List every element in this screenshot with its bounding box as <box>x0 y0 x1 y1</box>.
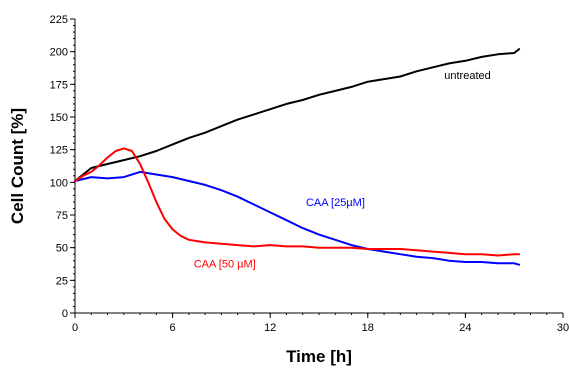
series-lines <box>74 48 521 266</box>
y-tick-label: 150 <box>50 112 68 124</box>
y-tick-label: 200 <box>50 47 68 59</box>
y-tick-label: 50 <box>56 243 68 255</box>
x-tick-label: 0 <box>72 322 78 334</box>
x-tick-label: 24 <box>459 322 471 334</box>
x-tick-label: 18 <box>362 322 374 334</box>
x-tick-label: 12 <box>264 322 276 334</box>
y-tick-label: 0 <box>62 308 68 320</box>
y-tick-label: 225 <box>50 14 68 26</box>
series-line-2 <box>74 147 521 257</box>
series-label-1: CAA [25µM] <box>306 197 365 209</box>
series-label-2: CAA [50 µM] <box>194 258 256 270</box>
series-label-0: untreated <box>444 70 490 82</box>
series-labels: untreated CAA [25µM] CAA [50 µM] <box>194 70 491 270</box>
y-tick-label: 175 <box>50 79 68 91</box>
x-axis-title: Time [h] <box>286 347 352 366</box>
y-tick-label: 100 <box>50 177 68 189</box>
x-tick-label: 6 <box>170 322 176 334</box>
series-line-0 <box>74 48 521 182</box>
y-axis-title: Cell Count [%] <box>8 108 27 224</box>
y-tick-label: 75 <box>56 210 68 222</box>
y-tick-label: 125 <box>50 145 68 157</box>
series-line-1 <box>74 170 521 266</box>
x-tick-label: 30 <box>557 322 569 334</box>
axes: 0 25 50 75 100 125 150 175 200 225 0 6 12 18 24 30 <box>50 14 569 334</box>
y-tick-label: 25 <box>56 275 68 287</box>
